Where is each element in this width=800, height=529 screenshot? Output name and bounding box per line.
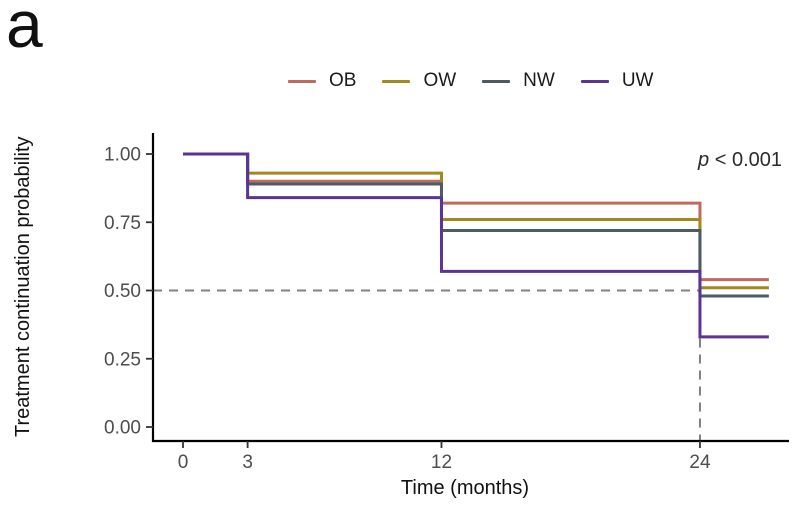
x-tick-label: 24 xyxy=(689,452,711,473)
y-axis-title: Treatment continuation probability xyxy=(12,136,34,438)
km-curve-NW xyxy=(183,152,769,298)
legend-item-NW: NW xyxy=(482,70,555,92)
legend-item-UW: UW xyxy=(580,70,654,92)
y-tick-label: 0.25 xyxy=(104,349,141,370)
legend-item-OB: OB xyxy=(288,70,356,92)
p-value-annotation: p < 0.001 xyxy=(560,149,782,172)
y-tick-label: 1.00 xyxy=(104,145,141,166)
p-value-text: < 0.001 xyxy=(709,149,782,171)
x-axis-title: Time (months) xyxy=(400,477,530,499)
p-symbol: p xyxy=(698,149,710,171)
legend-label-OB: OB xyxy=(329,70,357,91)
km-curve-OW xyxy=(183,152,769,290)
axis-lines xyxy=(151,133,789,443)
x-tick-label: 3 xyxy=(242,452,253,473)
legend-label-OW: OW xyxy=(423,70,457,91)
legend-swatch-NW xyxy=(482,79,511,83)
km-curve-UW xyxy=(183,152,769,339)
chart-legend: OB OW NW UW xyxy=(288,70,653,92)
legend-item-OW: OW xyxy=(382,70,456,92)
panel-label: a xyxy=(6,0,43,61)
y-tick-label: 0.50 xyxy=(104,281,141,302)
x-tick-label: 0 xyxy=(178,452,189,473)
legend-label-NW: NW xyxy=(523,70,555,91)
legend-swatch-OB xyxy=(288,79,316,83)
y-tick-label: 0.00 xyxy=(104,418,141,439)
legend-swatch-OW xyxy=(382,79,411,83)
legend-label-UW: UW xyxy=(621,70,654,91)
y-tick-label: 0.75 xyxy=(104,213,141,234)
x-tick-label: 12 xyxy=(431,452,452,473)
legend-swatch-UW xyxy=(580,79,609,83)
